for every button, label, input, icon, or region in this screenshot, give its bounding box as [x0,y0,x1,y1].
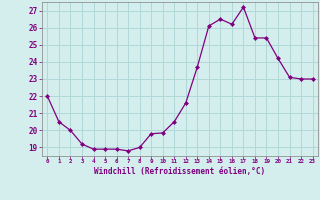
X-axis label: Windchill (Refroidissement éolien,°C): Windchill (Refroidissement éolien,°C) [94,167,266,176]
